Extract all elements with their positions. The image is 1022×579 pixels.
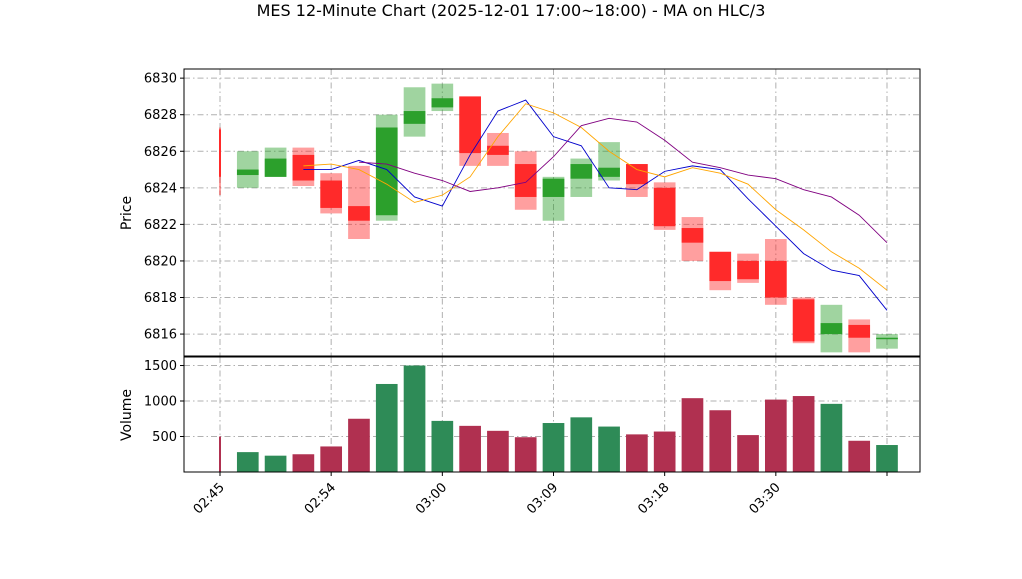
- volume-bar: [264, 455, 287, 472]
- candle-body: [348, 206, 370, 221]
- volume-y-tick-label: 1500: [144, 359, 177, 374]
- volume-bar: [653, 431, 676, 472]
- candle-body: [514, 164, 537, 197]
- volume-bar: [514, 437, 537, 472]
- candle-body: [320, 180, 343, 208]
- volume-bar: [348, 418, 370, 472]
- volume-bar: [681, 398, 704, 472]
- volume-bar: [542, 423, 565, 472]
- price-panel-frame: [183, 68, 921, 357]
- x-tick-label: 03:30: [747, 480, 784, 517]
- candle-body: [403, 111, 426, 124]
- volume-axis-label: Volume: [119, 389, 135, 441]
- volume-bar: [236, 452, 259, 472]
- candle-body: [681, 228, 704, 243]
- candle-body: [264, 158, 287, 177]
- price-y-tick-label: 6816: [144, 328, 177, 343]
- volume-y-tick-label: 500: [152, 430, 177, 445]
- moving-averages-layer: [303, 99, 888, 311]
- candle-wick: [876, 334, 898, 349]
- price-axis-label: Price: [119, 196, 135, 230]
- volume-bar: [292, 454, 315, 472]
- x-tick-label: 02:54: [302, 480, 339, 517]
- volume-bar: [876, 445, 898, 472]
- volume-bar: [570, 417, 593, 472]
- price-y-axis: 6816 6818 6820 6822 6824 6826 6828 6830: [144, 72, 184, 343]
- moving-average-line: [358, 117, 888, 243]
- candle-body: [598, 167, 620, 177]
- moving-average-line: [303, 99, 888, 311]
- price-y-tick-label: 6828: [144, 108, 177, 123]
- candle-body: [236, 169, 259, 176]
- volume-bar: [375, 383, 398, 472]
- candle-body: [820, 323, 843, 335]
- chart-title: MES 12-Minute Chart (2025-12-01 17:00~18…: [257, 1, 766, 20]
- volume-bar: [820, 403, 843, 472]
- volume-bar: [764, 399, 787, 472]
- candle-body: [375, 127, 398, 216]
- candle-body: [709, 251, 732, 282]
- volume-y-axis: 500 1000 1500: [144, 359, 184, 445]
- candle-body: [292, 154, 315, 181]
- volume-panel-frame: [183, 356, 921, 473]
- volume-y-tick-label: 1000: [144, 395, 177, 410]
- candle-body: [764, 260, 787, 298]
- x-axis: 02:45 02:54 03:00 03:09 03:18 03:30: [191, 472, 888, 517]
- volume-bar: [219, 436, 221, 472]
- x-tick-label: 03:09: [524, 480, 561, 517]
- candle-wick: [348, 165, 370, 240]
- candle-body: [792, 299, 815, 342]
- volume-bar: [709, 410, 732, 472]
- candle-body: [542, 178, 565, 197]
- moving-average-line: [303, 103, 888, 291]
- price-y-tick-label: 6822: [144, 218, 177, 233]
- candle-body: [626, 164, 648, 185]
- price-y-tick-label: 6820: [144, 254, 177, 269]
- volume-bar: [459, 425, 481, 472]
- price-y-tick-label: 6818: [144, 291, 177, 306]
- price-y-tick-label: 6824: [144, 181, 177, 196]
- candle-body: [876, 337, 898, 340]
- x-tick-label: 03:00: [413, 480, 450, 517]
- x-tick-label: 02:45: [191, 480, 228, 517]
- candle-body: [487, 145, 509, 155]
- candle-body: [570, 164, 593, 179]
- volume-bars-layer: [219, 365, 898, 472]
- volume-bar: [598, 426, 620, 472]
- volume-bar: [487, 430, 509, 472]
- volume-bar: [737, 435, 759, 472]
- price-y-tick-label: 6830: [144, 72, 177, 87]
- candle-body: [848, 324, 871, 338]
- candle-body: [653, 187, 676, 227]
- volume-bar: [792, 396, 815, 472]
- volume-bar: [403, 365, 426, 472]
- volume-bar: [431, 420, 454, 472]
- candle-body: [459, 96, 481, 154]
- candle-body: [219, 129, 221, 177]
- volume-bar: [626, 434, 648, 472]
- x-tick-label: 03:18: [635, 480, 672, 517]
- candle-body: [431, 98, 454, 108]
- volume-bar: [848, 440, 871, 472]
- price-y-tick-label: 6826: [144, 145, 177, 160]
- candle-body: [737, 260, 759, 280]
- volume-bar: [320, 446, 343, 472]
- candles-layer: [219, 83, 898, 353]
